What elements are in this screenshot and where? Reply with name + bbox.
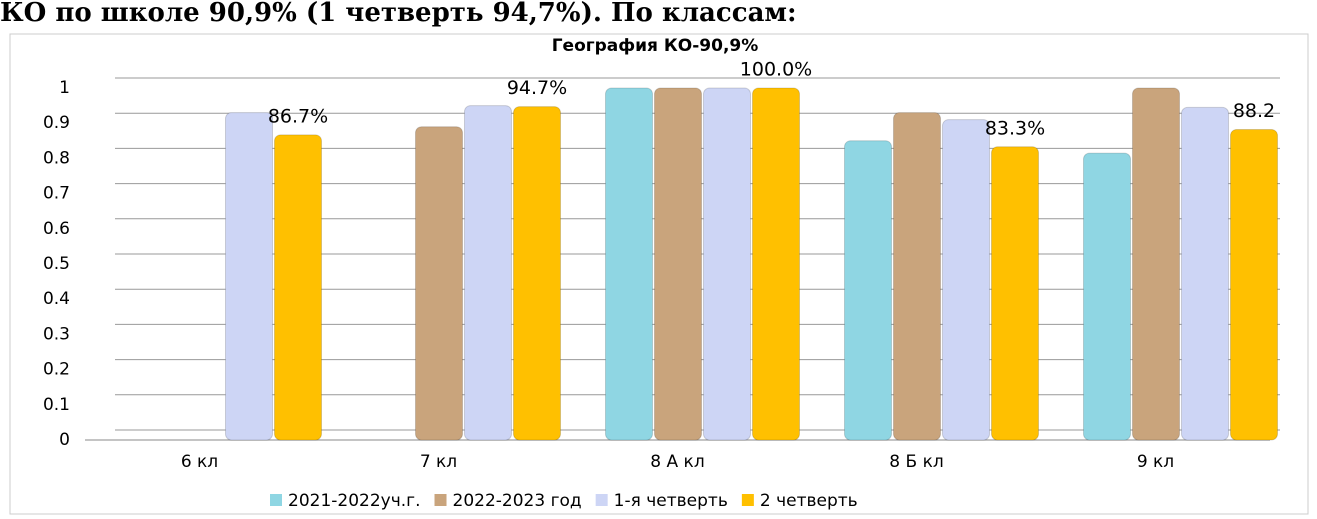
y-tick-label: 0.4 [43, 289, 70, 309]
legend-label: 1-я четверть [614, 491, 728, 511]
y-tick-label: 1 [59, 78, 70, 98]
bar [1132, 87, 1180, 441]
y-tick-label: 0.2 [43, 360, 70, 380]
x-tick-label: 6 кл [181, 452, 218, 472]
bar [464, 105, 512, 441]
legend-swatch [270, 494, 282, 506]
legend-swatch [595, 494, 608, 506]
bar [1181, 106, 1229, 441]
legend-label: 2 четверть [760, 491, 858, 511]
y-tick-label: 0.1 [43, 395, 70, 415]
data-label: 86.7% [268, 105, 328, 127]
y-tick-label: 0.8 [43, 148, 70, 168]
y-tick-label: 0.9 [43, 113, 70, 133]
bar [513, 106, 561, 441]
data-label: 100.0% [740, 59, 812, 81]
bar [1230, 129, 1278, 441]
y-tick-label: 0.6 [43, 219, 70, 239]
data-label: 88.2 [1233, 100, 1275, 122]
bar [942, 119, 990, 441]
legend-swatch [741, 494, 754, 506]
bar [225, 112, 273, 441]
y-tick-label: 0 [59, 430, 70, 450]
y-tick-label: 0.5 [43, 254, 70, 274]
y-tick-label: 0.3 [43, 324, 70, 344]
bar [893, 112, 941, 441]
bar [1083, 152, 1131, 441]
bar [654, 87, 702, 441]
x-tick-label: 7 кл [420, 452, 457, 472]
y-tick-label: 0.7 [43, 184, 70, 204]
x-tick-label: 8 Б кл [889, 452, 943, 472]
x-tick-label: 8 А кл [650, 452, 704, 472]
data-label: 83.3% [985, 117, 1045, 139]
bar [844, 140, 892, 441]
chart-title: География КО-90,9% [552, 36, 759, 56]
bar [605, 87, 653, 441]
bar [703, 87, 751, 441]
bar [991, 146, 1039, 441]
legend-label: 2022-2023 год [453, 491, 582, 511]
bar [274, 134, 322, 441]
data-label: 94.7% [507, 77, 567, 99]
bar [415, 126, 463, 441]
legend-label: 2021-2022уч.г. [288, 491, 421, 511]
heading: КО по школе 90,9% (1 четверть 94,7%). По… [0, 0, 797, 28]
x-tick-label: 9 кл [1137, 452, 1174, 472]
legend-swatch [434, 494, 447, 506]
bar [752, 87, 800, 441]
